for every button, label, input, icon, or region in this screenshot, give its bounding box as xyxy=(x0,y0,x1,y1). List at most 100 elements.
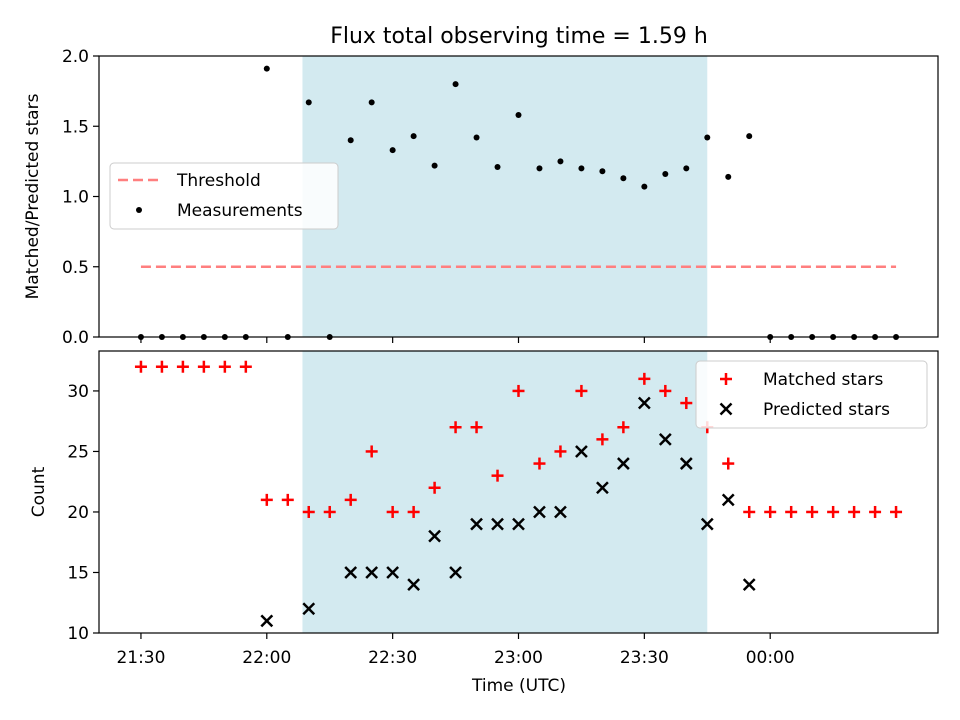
matched-star-marker xyxy=(365,445,378,458)
x-tick-label: 22:00 xyxy=(242,648,291,668)
marker-stroke xyxy=(575,445,588,458)
y-tick-label: 0.5 xyxy=(62,258,89,278)
marker-stroke xyxy=(512,517,525,531)
matched-star-marker xyxy=(323,505,336,518)
marker-stroke xyxy=(596,481,609,495)
matched-star-marker xyxy=(281,493,294,506)
matched-star-marker xyxy=(218,360,231,373)
matched-star-marker xyxy=(134,360,147,373)
matched-star-marker xyxy=(197,360,210,373)
chart-title: Flux total observing time = 1.59 h xyxy=(330,24,708,49)
marker-stroke xyxy=(658,432,672,446)
measurement-point xyxy=(620,175,627,182)
x-tick-label: 22:30 xyxy=(368,648,417,668)
legend-measurements-label: Measurements xyxy=(177,201,303,221)
top-legend: Threshold Measurements xyxy=(109,162,339,230)
marker-stroke xyxy=(533,505,546,519)
predicted-star-marker xyxy=(302,602,316,616)
predicted-star-marker xyxy=(449,566,462,579)
x-tick-label: 21:30 xyxy=(116,648,165,668)
marker-stroke xyxy=(679,457,693,470)
bottom-legend: Matched stars Predicted stars xyxy=(695,360,928,429)
predicted-star-marker xyxy=(260,614,274,628)
matched-star-marker xyxy=(449,421,462,434)
measurement-point xyxy=(515,112,522,119)
matched-star-marker xyxy=(890,505,903,518)
matched-star-marker xyxy=(470,421,483,434)
y-tick-label: 30 xyxy=(67,382,89,402)
measurement-point xyxy=(536,165,543,172)
predicted-star-marker xyxy=(386,566,400,579)
measurement-point xyxy=(452,81,459,88)
matched-star-marker xyxy=(743,505,756,518)
matched-star-marker xyxy=(239,360,252,373)
matched-star-marker xyxy=(260,493,273,506)
marker-stroke xyxy=(721,493,735,507)
marker-stroke xyxy=(637,396,651,410)
predicted-star-marker xyxy=(721,493,735,507)
measurement-point xyxy=(494,163,501,170)
matched-star-marker xyxy=(176,360,189,373)
marker-stroke xyxy=(260,614,274,628)
measurement-point xyxy=(662,171,669,178)
y-tick-label: 2.0 xyxy=(62,47,89,67)
y-tick-label: 1.5 xyxy=(62,117,89,137)
marker-stroke xyxy=(428,529,441,543)
matched-star-marker xyxy=(638,372,651,385)
measurement-point xyxy=(431,162,438,169)
predicted-star-marker xyxy=(407,578,421,591)
matched-stars-series xyxy=(134,360,903,518)
predicted-star-marker xyxy=(470,517,483,531)
measurement-point xyxy=(263,65,270,72)
measurement-point xyxy=(641,183,648,190)
marker-stroke xyxy=(700,517,714,531)
ratio-panel: 0.00.51.01.52.0 Matched/Predicted stars … xyxy=(23,47,939,348)
predicted-star-marker xyxy=(637,396,651,410)
marker-stroke xyxy=(554,505,567,519)
measurement-point xyxy=(725,173,732,180)
top-y-axis-label: Matched/Predicted stars xyxy=(23,93,43,299)
measurement-point xyxy=(473,134,480,141)
marker-stroke xyxy=(344,566,358,579)
y-tick-label: 10 xyxy=(67,624,89,644)
matched-star-marker xyxy=(659,384,672,397)
predicted-star-marker xyxy=(428,529,441,543)
predicted-star-marker xyxy=(491,517,504,531)
measurement-point xyxy=(578,165,585,172)
measurement-point xyxy=(704,134,711,141)
matched-star-marker xyxy=(827,505,840,518)
predicted-star-marker xyxy=(365,566,379,579)
predicted-star-marker xyxy=(679,457,693,470)
y-tick-label: 0.0 xyxy=(62,328,89,348)
matched-star-marker xyxy=(596,433,609,446)
measurement-point xyxy=(599,168,606,175)
y-tick-label: 1.0 xyxy=(62,188,89,208)
measurement-point xyxy=(683,165,690,172)
measurement-point xyxy=(347,137,354,144)
predicted-star-marker xyxy=(658,432,672,446)
measurement-point xyxy=(410,133,417,140)
count-panel: 21:30 22:00 22:30 23:00 23:30 00:00 10 15 20 25 3… xyxy=(29,350,939,696)
predicted-star-marker xyxy=(700,517,714,531)
x-axis: 21:30 22:00 22:30 23:00 23:30 00:00 xyxy=(116,633,795,668)
matched-star-marker xyxy=(785,505,798,518)
matched-star-marker xyxy=(533,457,546,470)
matched-star-marker xyxy=(344,493,357,506)
x-axis-label: Time (UTC) xyxy=(471,676,566,696)
bottom-plot-frame xyxy=(98,350,939,634)
matched-star-marker xyxy=(764,505,777,518)
matched-star-marker xyxy=(617,421,630,434)
observing-span-shade xyxy=(302,56,708,337)
marker-stroke xyxy=(407,578,421,591)
matched-star-marker xyxy=(302,505,315,518)
legend-threshold-label: Threshold xyxy=(176,171,261,191)
y-tick-label: 25 xyxy=(67,442,89,462)
marker-stroke xyxy=(742,578,756,591)
x-tick-label: 23:00 xyxy=(494,648,543,668)
marker-stroke xyxy=(449,566,462,579)
matched-star-marker xyxy=(407,505,420,518)
marker-stroke xyxy=(386,566,400,579)
matched-star-marker xyxy=(848,505,861,518)
measurement-point xyxy=(746,133,753,140)
